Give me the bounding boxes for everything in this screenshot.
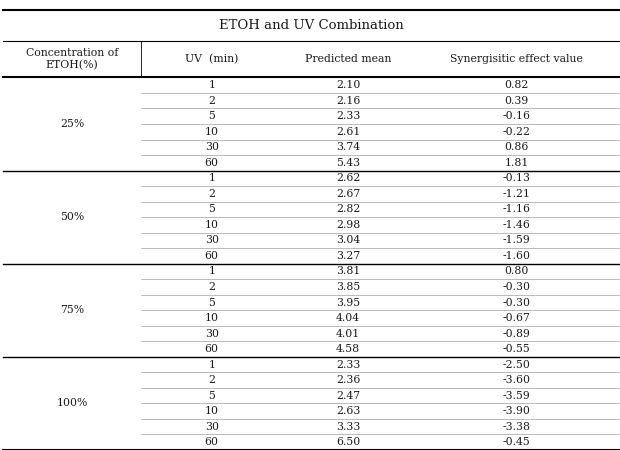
Text: 1: 1	[208, 80, 215, 90]
Text: 3.04: 3.04	[336, 235, 360, 245]
Text: 5.43: 5.43	[336, 158, 360, 168]
Text: 1: 1	[208, 266, 215, 276]
Text: 2.33: 2.33	[336, 360, 360, 369]
Text: 60: 60	[205, 344, 219, 354]
Text: 5: 5	[208, 391, 215, 401]
Text: -0.89: -0.89	[503, 328, 530, 338]
Text: Synergisitic effect value: Synergisitic effect value	[450, 54, 583, 64]
Text: 5: 5	[208, 111, 215, 121]
Text: 2.16: 2.16	[336, 96, 360, 106]
Text: -1.16: -1.16	[502, 204, 531, 214]
Text: 100%: 100%	[56, 398, 88, 409]
Text: -0.55: -0.55	[503, 344, 530, 354]
Text: 2.62: 2.62	[336, 173, 360, 183]
Text: 2.82: 2.82	[336, 204, 360, 214]
Text: -0.16: -0.16	[502, 111, 531, 121]
Text: 6.50: 6.50	[336, 437, 360, 447]
Text: 3.95: 3.95	[336, 297, 360, 307]
Text: 4.58: 4.58	[336, 344, 360, 354]
Text: 2.10: 2.10	[336, 80, 360, 90]
Text: -3.90: -3.90	[503, 406, 530, 416]
Text: 2: 2	[208, 375, 215, 385]
Text: 4.04: 4.04	[336, 313, 360, 323]
Text: 5: 5	[208, 297, 215, 307]
Text: 1.81: 1.81	[504, 158, 529, 168]
Text: 2.61: 2.61	[336, 127, 360, 137]
Text: -0.13: -0.13	[502, 173, 531, 183]
Text: -2.50: -2.50	[503, 360, 530, 369]
Text: 75%: 75%	[60, 305, 84, 315]
Text: -0.22: -0.22	[502, 127, 531, 137]
Text: 25%: 25%	[60, 119, 84, 129]
Text: -0.67: -0.67	[503, 313, 530, 323]
Text: ETOH and UV Combination: ETOH and UV Combination	[219, 19, 403, 32]
Text: 2.98: 2.98	[336, 220, 360, 230]
Text: 30: 30	[205, 142, 219, 152]
Text: 2: 2	[208, 282, 215, 292]
Text: -1.21: -1.21	[502, 189, 531, 199]
Text: 5: 5	[208, 204, 215, 214]
Text: 2: 2	[208, 189, 215, 199]
Text: 2.36: 2.36	[336, 375, 360, 385]
Text: 2.33: 2.33	[336, 111, 360, 121]
Text: -3.60: -3.60	[502, 375, 531, 385]
Text: Predicted mean: Predicted mean	[305, 54, 391, 64]
Text: -3.38: -3.38	[502, 422, 531, 432]
Text: 2.47: 2.47	[336, 391, 360, 401]
Text: 3.81: 3.81	[336, 266, 360, 276]
Text: -1.46: -1.46	[503, 220, 530, 230]
Text: 0.80: 0.80	[504, 266, 529, 276]
Text: 4.01: 4.01	[336, 328, 360, 338]
Text: 30: 30	[205, 422, 219, 432]
Text: 3.33: 3.33	[336, 422, 360, 432]
Text: Concentration of
ETOH(%): Concentration of ETOH(%)	[26, 48, 118, 70]
Text: -0.45: -0.45	[503, 437, 530, 447]
Text: 60: 60	[205, 251, 219, 261]
Text: 2: 2	[208, 96, 215, 106]
Text: 10: 10	[205, 406, 219, 416]
Text: 2.63: 2.63	[336, 406, 360, 416]
Text: 60: 60	[205, 158, 219, 168]
Text: 30: 30	[205, 328, 219, 338]
Text: 0.82: 0.82	[504, 80, 529, 90]
Text: 0.86: 0.86	[504, 142, 529, 152]
Text: 0.39: 0.39	[504, 96, 529, 106]
Text: 3.85: 3.85	[336, 282, 360, 292]
Text: -0.30: -0.30	[502, 297, 531, 307]
Text: 10: 10	[205, 220, 219, 230]
Text: 2.67: 2.67	[336, 189, 360, 199]
Text: -3.59: -3.59	[503, 391, 530, 401]
Text: 60: 60	[205, 437, 219, 447]
Text: -0.30: -0.30	[502, 282, 531, 292]
Text: 10: 10	[205, 127, 219, 137]
Text: -1.59: -1.59	[503, 235, 530, 245]
Text: 1: 1	[208, 173, 215, 183]
Text: 3.74: 3.74	[336, 142, 360, 152]
Text: 10: 10	[205, 313, 219, 323]
Text: 1: 1	[208, 360, 215, 369]
Text: 3.27: 3.27	[336, 251, 360, 261]
Text: -1.60: -1.60	[502, 251, 531, 261]
Text: UV  (min): UV (min)	[185, 54, 239, 64]
Text: 30: 30	[205, 235, 219, 245]
Text: 50%: 50%	[60, 212, 84, 222]
